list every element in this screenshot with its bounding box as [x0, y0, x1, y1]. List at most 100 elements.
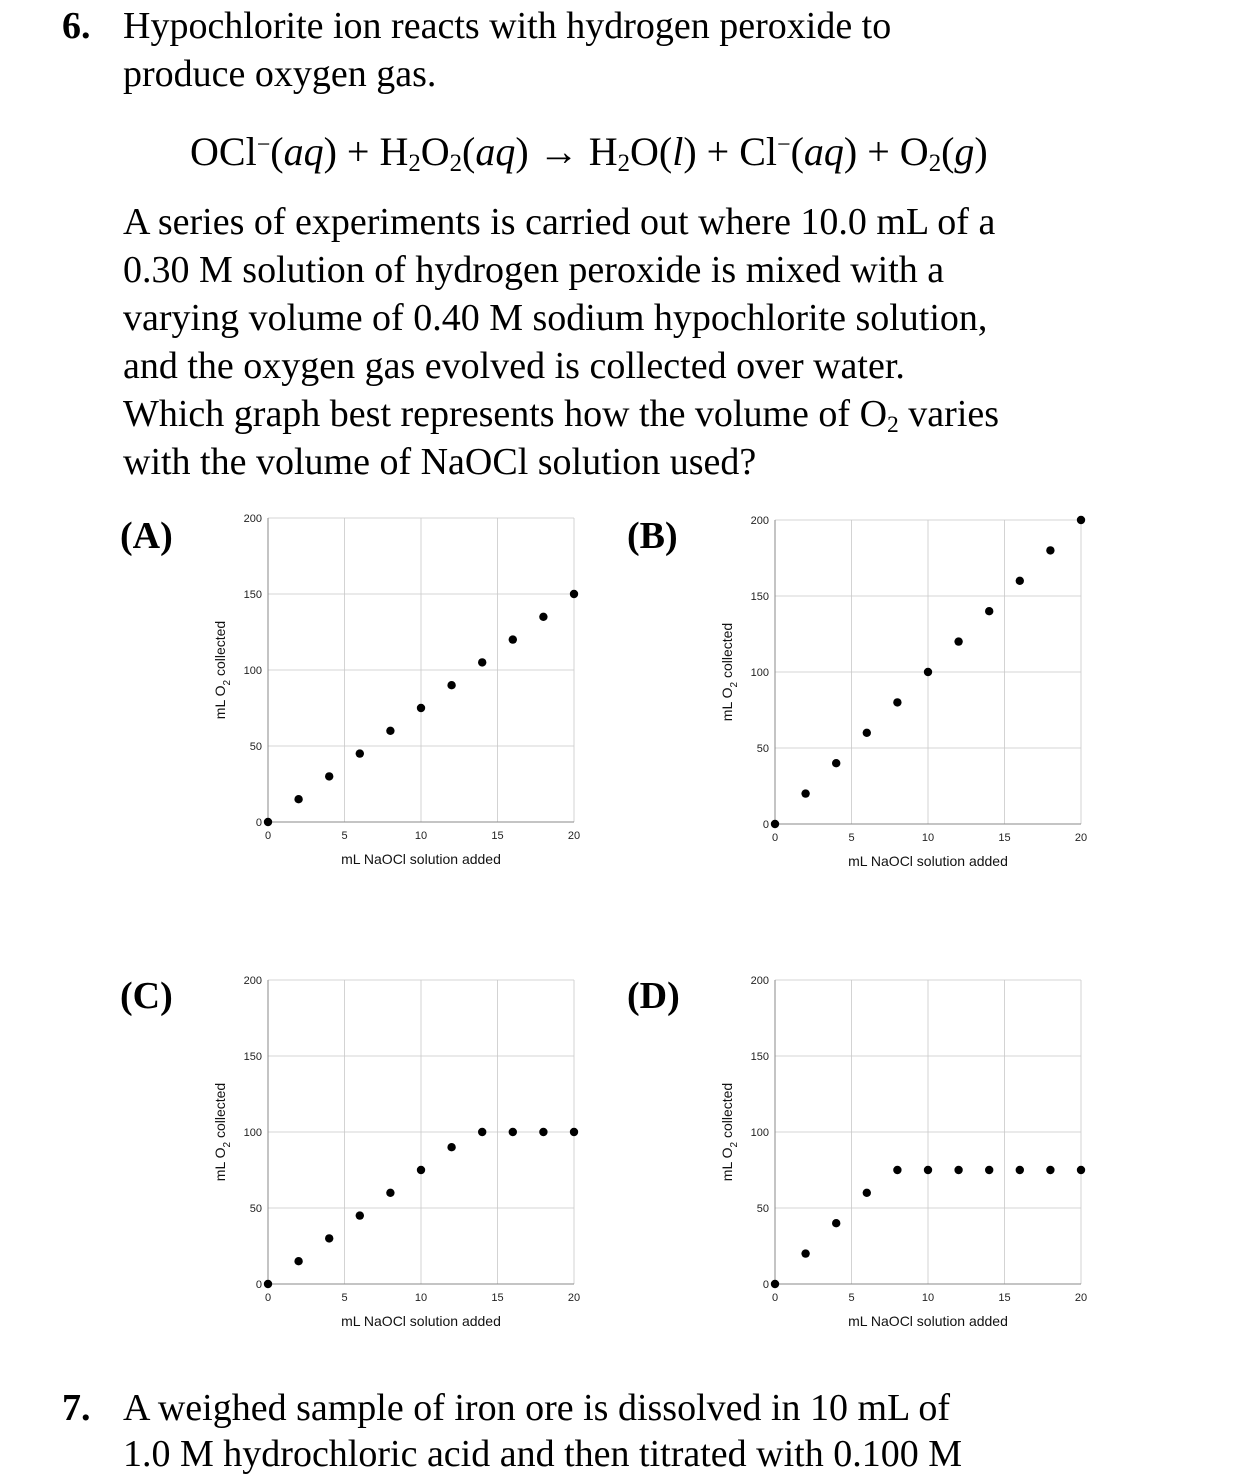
chart-b-x-tick-label: 5: [848, 832, 854, 844]
chart-b-point: [985, 607, 994, 616]
question-6-line-6: and the oxygen gas evolved is collected …: [123, 345, 905, 387]
chart-d-x-tick-label: 15: [998, 1292, 1010, 1304]
chart-d-point: [832, 1219, 841, 1228]
question-6-line-8: with the volume of NaOCl solution used?: [123, 441, 757, 483]
chart-d-point: [954, 1165, 963, 1175]
chart-b-y-tick-label: 200: [751, 515, 769, 527]
chart-c-point: [569, 1127, 579, 1137]
option-b-label: (B): [627, 515, 678, 557]
chart-a-y-tick-label: 0: [256, 817, 262, 829]
chart-c-y-tick-label: 150: [244, 1051, 262, 1063]
chart-b-point: [923, 667, 933, 677]
chart-d-point: [1046, 1165, 1055, 1175]
chart-d-point: [1076, 1165, 1086, 1175]
chart-d-x-tick-label: 10: [922, 1292, 934, 1304]
chart-d-point: [801, 1249, 810, 1258]
chart-d-y-tick-label: 100: [751, 1127, 769, 1139]
chart-b-point: [770, 819, 780, 829]
chart-c-x-tick-label: 5: [341, 1292, 347, 1304]
chart-c-y-tick-label: 200: [244, 975, 262, 987]
chart-b-y-tick-label: 100: [751, 667, 769, 679]
chart-a-point: [416, 703, 426, 713]
chart-d-y-tick-label: 200: [751, 975, 769, 987]
chart-a-x-tick-label: 5: [341, 830, 347, 842]
chart-d-point: [1015, 1165, 1024, 1175]
chart-d-point: [862, 1188, 871, 1198]
chart-c-point: [478, 1127, 487, 1137]
chart-b-y-axis-label: mL O2 collected: [719, 623, 740, 721]
question-6-line-1: Hypochlorite ion reacts with hydrogen pe…: [123, 5, 892, 47]
question-6-line-4: 0.30 M solution of hydrogen peroxide is …: [123, 249, 945, 291]
chart-a-x-tick-label: 10: [415, 830, 427, 842]
reaction-equation: OCl−(aq) + H2O2(aq) → H2O(l) + Cl−(aq) +…: [190, 129, 988, 178]
chart-d-point: [923, 1165, 933, 1175]
chart-d-point: [985, 1165, 994, 1175]
question-6-line-5: varying volume of 0.40 M sodium hypochlo…: [123, 297, 988, 339]
chart-c-y-axis-label: mL O2 collected: [212, 1083, 233, 1181]
chart-a-point: [478, 658, 487, 667]
chart-a-point: [325, 772, 334, 781]
chart-d-point: [770, 1279, 780, 1289]
chart-c-point: [447, 1143, 456, 1152]
chart-b-x-tick-label: 15: [998, 832, 1010, 844]
chart-a-y-tick-label: 200: [244, 513, 262, 525]
question-6-line-7: Which graph best represents how the volu…: [123, 393, 1000, 438]
chart-d-y-axis-label: mL O2 collected: [719, 1083, 740, 1181]
chart-d-x-tick-label: 20: [1075, 1292, 1087, 1304]
chart-b-x-tick-label: 20: [1075, 832, 1087, 844]
chart-a-point: [294, 795, 303, 804]
chart-a-y-tick-label: 50: [250, 741, 262, 753]
chart-b-point: [1015, 576, 1024, 585]
chart-a-x-tick-label: 0: [265, 830, 271, 842]
chart-c-x-tick-label: 0: [265, 1292, 271, 1304]
chart-c-point: [508, 1127, 517, 1137]
chart-c-x-tick-label: 15: [491, 1292, 503, 1304]
chart-c-x-tick-label: 10: [415, 1292, 427, 1304]
chart-d-point: [893, 1165, 902, 1175]
question-6-number: 6.: [62, 5, 91, 47]
question-6-line-2: produce oxygen gas.: [123, 53, 437, 95]
question-7-line-2: 1.0 M hydrochloric acid and then titrate…: [123, 1433, 962, 1475]
chart-c-point: [263, 1279, 273, 1289]
chart-a-point: [263, 817, 273, 827]
chart-c-y-tick-label: 0: [256, 1279, 262, 1291]
chart-c-point: [355, 1211, 364, 1220]
chart-d-y-tick-label: 50: [757, 1203, 769, 1215]
chart-c-point: [386, 1188, 395, 1198]
question-6-line-3: A series of experiments is carried out w…: [123, 201, 996, 243]
chart-b-point: [801, 789, 810, 798]
chart-a-point: [569, 589, 579, 599]
chart-a-x-tick-label: 20: [568, 830, 580, 842]
chart-c-y-tick-label: 100: [244, 1127, 262, 1139]
chart-c-point: [539, 1127, 548, 1137]
question-7-line-1: A weighed sample of iron ore is dissolve…: [123, 1387, 951, 1429]
chart-b-x-axis-label: mL NaOCl solution added: [848, 853, 1008, 869]
chart-b-point: [893, 698, 902, 707]
chart-d-y-tick-label: 0: [763, 1279, 769, 1291]
chart-c-point: [416, 1165, 426, 1175]
chart-c-y-tick-label: 50: [250, 1203, 262, 1215]
chart-c-point: [325, 1234, 334, 1243]
chart-b-x-tick-label: 10: [922, 832, 934, 844]
chart-b-x-tick-label: 0: [772, 832, 778, 844]
option-a-label: (A): [120, 515, 173, 557]
chart-a-point: [386, 726, 395, 735]
chart-a-y-tick-label: 100: [244, 665, 262, 677]
chart-b-point: [1076, 515, 1086, 525]
chart-c-x-tick-label: 20: [568, 1292, 580, 1304]
chart-a-point: [447, 681, 456, 690]
chart-b-point: [1046, 546, 1055, 555]
chart-b-y-tick-label: 150: [751, 591, 769, 603]
chart-b-point: [862, 728, 871, 737]
chart-b-point: [954, 637, 963, 646]
chart-d-x-tick-label: 0: [772, 1292, 778, 1304]
chart-d-y-tick-label: 150: [751, 1051, 769, 1063]
chart-c-point: [294, 1257, 303, 1266]
option-d-label: (D): [627, 975, 680, 1017]
chart-d-x-axis-label: mL NaOCl solution added: [848, 1313, 1008, 1329]
question-7-number: 7.: [62, 1387, 91, 1429]
